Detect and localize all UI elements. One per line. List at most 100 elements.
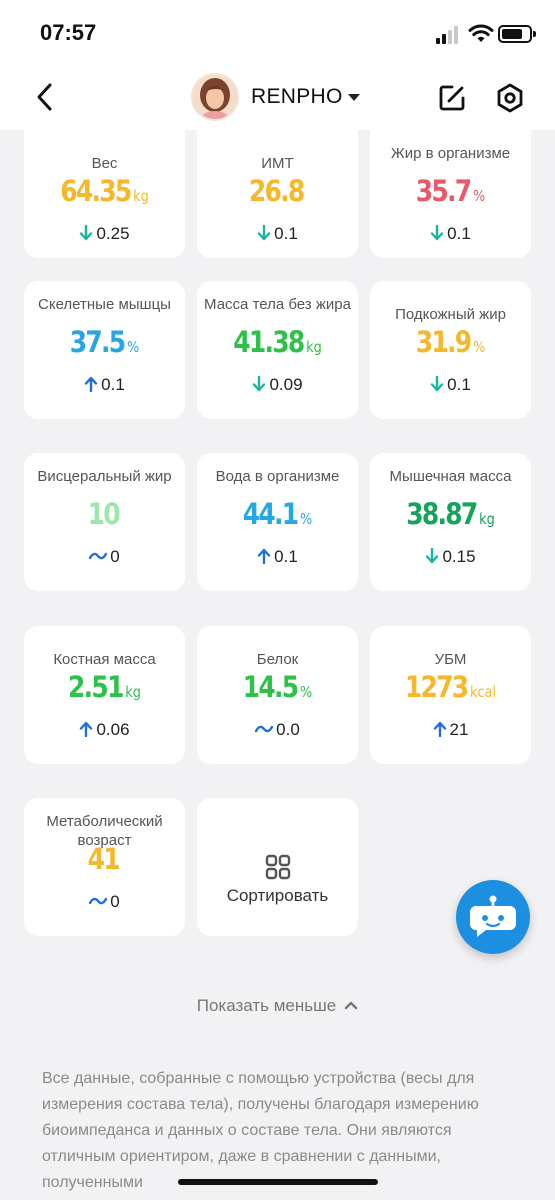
metric-unit: % <box>126 338 140 356</box>
metric-change: 21 <box>370 720 531 740</box>
metric-number: 44.1 <box>242 497 299 531</box>
status-time: 07:57 <box>40 20 97 45</box>
metric-change: 0.25 <box>24 224 185 244</box>
metric-change-value: 0.15 <box>442 547 476 566</box>
metric-label: Белок <box>256 651 299 668</box>
metric-number: 35.7 <box>415 174 472 208</box>
metric-label: Вода в организме <box>215 468 340 485</box>
metric-card[interactable]: Белок 14.5% 0.0 <box>197 626 358 764</box>
metric-number: 26.8 <box>248 174 305 208</box>
metric-change: 0.1 <box>370 375 531 395</box>
metric-unit: kg <box>125 683 141 701</box>
metric-unit: kg <box>133 187 149 205</box>
sort-tile[interactable]: Сортировать <box>197 798 358 936</box>
metric-card[interactable]: Висцеральный жир 10 0 <box>24 453 185 591</box>
metric-unit: % <box>299 510 313 528</box>
metric-number: 41 <box>87 842 121 876</box>
metric-change-value: 0.09 <box>269 375 303 394</box>
metric-change-value: 0.06 <box>96 720 130 739</box>
metric-card[interactable]: Скелетные мышцы 37.5% 0.1 <box>24 281 185 419</box>
sort-label: Сортировать <box>226 886 329 905</box>
arrow-down-icon <box>430 225 444 241</box>
metric-value: 37.5% <box>35 325 173 359</box>
home-indicator <box>178 1179 378 1185</box>
metric-change: 0.06 <box>24 720 185 740</box>
metric-change-value: 0.25 <box>96 224 130 243</box>
metric-change: 0.1 <box>197 547 358 567</box>
status-bar: 07:57 <box>0 0 555 64</box>
show-less-toggle[interactable]: Показать меньше <box>0 996 555 1016</box>
metric-change: 0.1 <box>197 224 358 244</box>
metric-number: 10 <box>87 497 121 531</box>
show-less-label: Показать меньше <box>196 996 337 1015</box>
metric-card[interactable]: Масса тела без жира 41.38 kg 0.09 <box>197 281 358 419</box>
metric-number: 2.51 <box>68 670 124 704</box>
metric-label: Подкожный жир <box>395 306 506 323</box>
metric-change-value: 0 <box>110 547 120 566</box>
metric-card[interactable]: Мышечная масса 38.87 kg 0.15 <box>370 453 531 591</box>
metric-number: 38.87 <box>406 497 478 531</box>
metric-change: 0.1 <box>24 375 185 395</box>
metric-number: 31.9 <box>415 325 472 359</box>
metrics-grid: Вес 64.35 kg 0.25 ИМТ 26.8 0.1 Жир в организме 3… <box>0 130 555 970</box>
chevron-down-icon[interactable] <box>348 94 360 101</box>
arrow-down-icon <box>253 376 266 392</box>
metric-number: 37.5 <box>69 325 126 359</box>
metric-change: 0.0 <box>197 720 358 740</box>
assistant-bot-button[interactable] <box>456 880 530 954</box>
metric-card[interactable]: Жир в организме 35.7% 0.1 <box>370 130 531 258</box>
metric-change-value: 0.1 <box>447 375 471 394</box>
trend-flat-icon <box>255 725 274 733</box>
metric-label: Вес <box>91 155 118 172</box>
user-name[interactable]: RENPHO <box>251 85 343 108</box>
metric-value: 41 <box>35 842 173 876</box>
metric-change: 0.1 <box>370 224 531 244</box>
settings-gear-icon[interactable] <box>494 82 526 114</box>
arrow-down-icon <box>80 225 93 241</box>
cellular-signal-icon <box>436 26 462 44</box>
metric-value: 44.1% <box>208 497 346 531</box>
metric-value: 26.8 <box>208 174 346 208</box>
metric-unit: % <box>472 338 486 356</box>
metric-change: 0.09 <box>197 375 358 395</box>
metric-card[interactable]: УБМ 1273 kcal 21 <box>370 626 531 764</box>
arrow-down-icon <box>426 548 439 564</box>
metric-value: 1273 kcal <box>381 670 519 704</box>
metric-label: Мышечная масса <box>389 468 512 485</box>
arrow-down-icon <box>257 225 271 241</box>
metric-card[interactable]: Метаболический возраст 41 0 <box>24 798 185 936</box>
metric-label: Масса тела без жира <box>204 296 351 313</box>
arrow-up-icon <box>80 721 93 737</box>
metric-card[interactable]: Вода в организме 44.1% 0.1 <box>197 453 358 591</box>
user-avatar-icon <box>193 75 237 119</box>
metric-value: 41.38 kg <box>208 325 346 359</box>
metric-card[interactable]: ИМТ 26.8 0.1 <box>197 130 358 258</box>
metric-change: 0 <box>24 547 185 567</box>
metric-label: Костная масса <box>53 651 156 668</box>
robot-chat-icon <box>469 895 516 937</box>
metric-label: УБМ <box>434 651 467 668</box>
arrow-up-icon <box>433 721 446 737</box>
metric-card[interactable]: Костная масса 2.51 kg 0.06 <box>24 626 185 764</box>
metric-label: Висцеральный жир <box>37 468 172 485</box>
arrow-up-icon <box>257 548 271 564</box>
battery-icon <box>498 25 536 43</box>
metric-value: 2.51 kg <box>35 670 173 704</box>
back-button[interactable] <box>30 80 58 114</box>
disclaimer-text: Все данные, собранные с помощью устройст… <box>42 1070 479 1191</box>
metric-number: 64.35 <box>60 174 132 208</box>
metric-change-value: 0.1 <box>274 224 298 243</box>
metric-card[interactable]: Вес 64.35 kg 0.25 <box>24 130 185 258</box>
metric-card[interactable]: Подкожный жир 31.9% 0.1 <box>370 281 531 419</box>
avatar[interactable] <box>191 73 239 121</box>
metric-value: 14.5% <box>208 670 346 704</box>
metric-value: 38.87 kg <box>381 497 519 531</box>
metric-unit: kg <box>306 338 322 356</box>
edit-icon[interactable] <box>436 82 468 114</box>
metric-change: 0.15 <box>370 547 531 567</box>
metric-unit: kcal <box>470 683 497 701</box>
chevron-up-icon <box>345 1001 358 1010</box>
metric-number: 1273 <box>404 670 469 704</box>
metric-label: Жир в организме <box>390 145 511 162</box>
metric-unit: % <box>472 187 486 205</box>
